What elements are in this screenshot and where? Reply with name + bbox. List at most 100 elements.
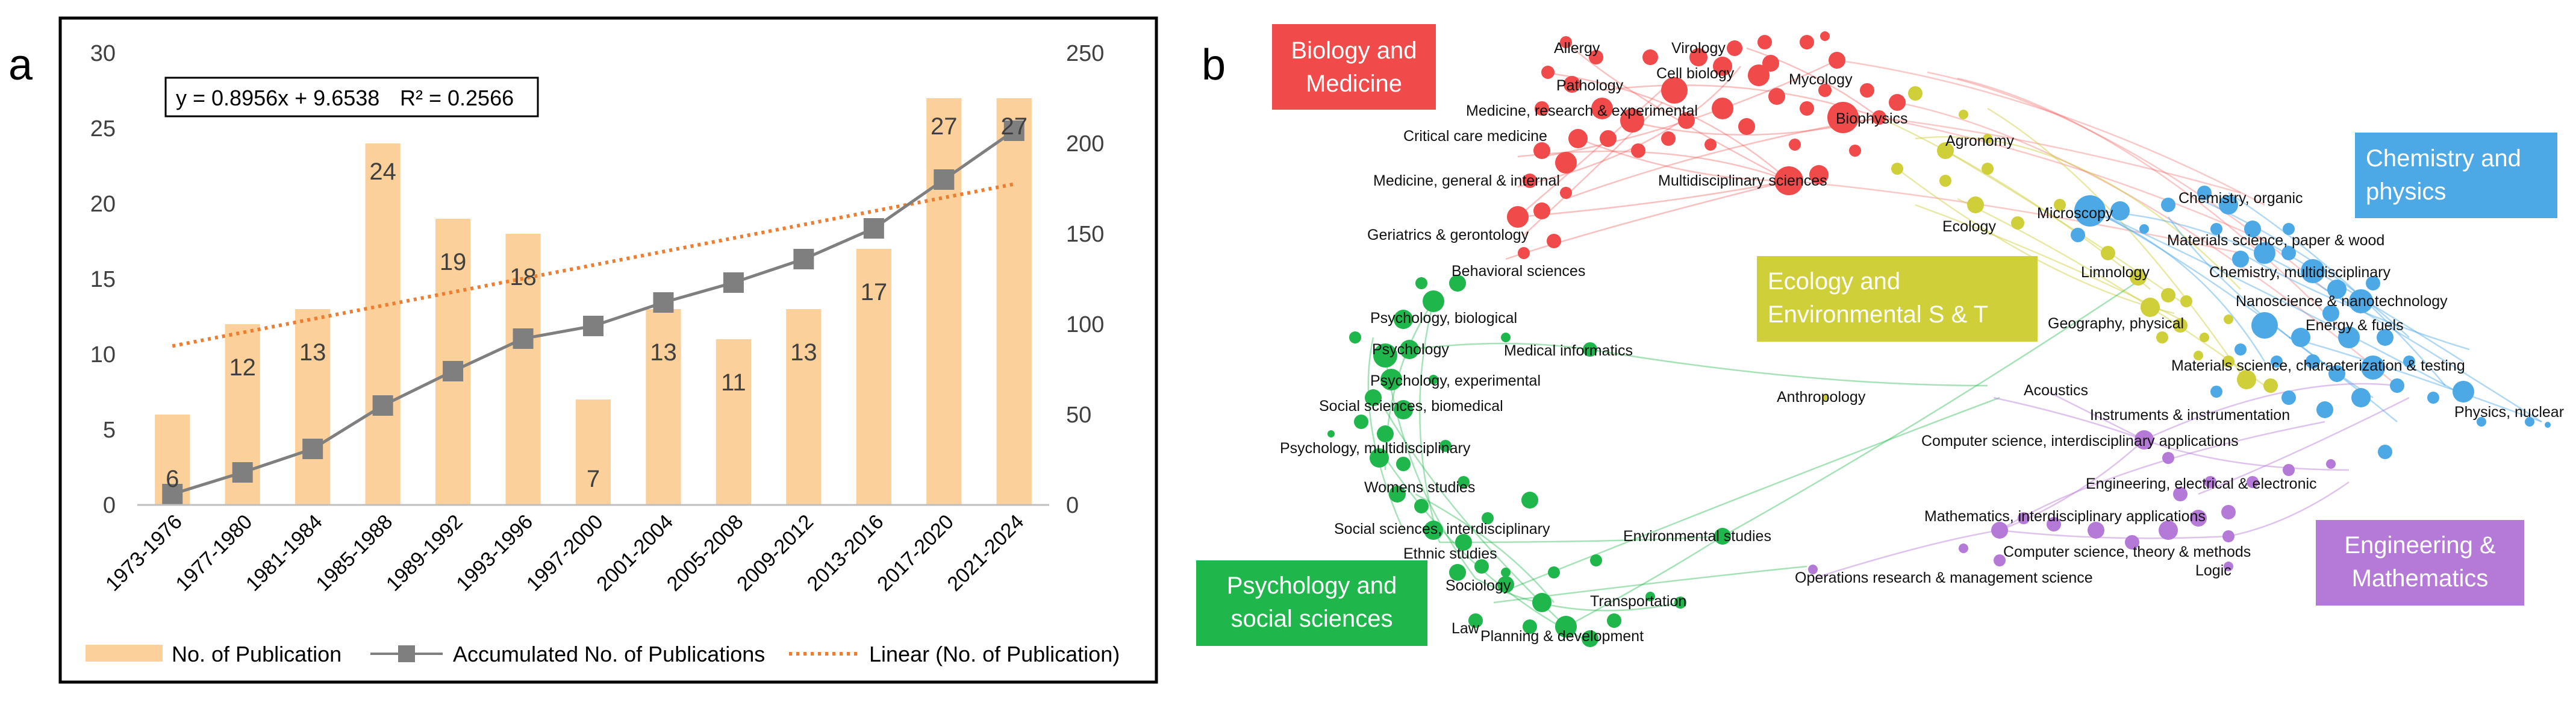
legend-line-label: Accumulated No. of Publications (453, 642, 765, 666)
term-womens-studies: Womens studies (1364, 479, 1475, 496)
term-multidisciplinary-sciences: Multidisciplinary sciences (1658, 172, 1827, 189)
y-right-tick-200: 200 (1066, 131, 1104, 157)
cluster-box-biology (1272, 24, 1436, 110)
term-critical-care: Critical care medicine (1403, 128, 1547, 145)
bar-label: 24 (369, 158, 396, 185)
cluster-engineering-line1: Engineering & (2344, 532, 2496, 559)
accumulated-marker-1993-1996 (513, 328, 534, 349)
bar-2005-2008 (716, 339, 752, 505)
bar-2013-2016 (856, 249, 891, 505)
bar-label: 11 (721, 369, 746, 396)
cluster-chemistry-line1: Chemistry and (2366, 145, 2521, 172)
term-nanoscience: Nanoscience & nanotechnology (2236, 293, 2448, 310)
term-physics-nuclear: Physics, nuclear (2454, 404, 2564, 421)
y-right-tick-250: 250 (1066, 41, 1104, 66)
term-instruments: Instruments & instrumentation (2090, 407, 2290, 424)
bar-label: 17 (861, 279, 888, 305)
y-right-tick-50: 50 (1066, 403, 1091, 428)
legend-bar-label: No. of Publication (172, 642, 341, 666)
term-behavioral-sciences: Behavioral sciences (1452, 263, 1585, 280)
legend-trend-label: Linear (No. of Publication) (869, 642, 1120, 666)
term-chemistry-organic: Chemistry, organic (2178, 190, 2303, 207)
bar-label: 13 (650, 339, 677, 366)
bar-2001-2004 (646, 309, 681, 505)
bar-2009-2012 (786, 309, 822, 505)
term-psychology-experimental: Psychology, experimental (1370, 372, 1541, 389)
bar-2021-2024 (996, 98, 1032, 505)
y-left-tick-20: 20 (90, 192, 116, 217)
cluster-psychology-line2: social sciences (1230, 606, 1392, 632)
term-geriatrics: Geriatrics & gerontology (1367, 227, 1529, 243)
term-pathology: Pathology (1556, 77, 1624, 94)
y-left-tick-0: 0 (103, 493, 116, 518)
panel-b-letter: b (1202, 41, 1226, 89)
term-social-sciences-interdisciplinary: Social sciences, interdisciplinary (1334, 521, 1550, 537)
y-left-tick-5: 5 (103, 418, 116, 443)
term-logic: Logic (2195, 562, 2231, 579)
accumulated-marker-1977-1980 (232, 462, 253, 483)
cluster-biology-line2: Medicine (1306, 70, 1402, 97)
accumulated-marker-1985-1988 (372, 395, 393, 416)
term-medicine-research: Medicine, research & experimental (1466, 102, 1698, 119)
y-axis-left: 0 5 10 15 20 25 30 (90, 41, 116, 518)
term-engineering-electrical: Engineering, electrical & electronic (2086, 475, 2317, 492)
accumulated-marker-1973-1976 (162, 484, 183, 504)
accumulated-marker-1989-1992 (443, 361, 464, 381)
term-psychology-multidisciplinary: Psychology, multidisciplinary (1280, 440, 1471, 457)
term-cell-biology: Cell biology (1656, 65, 1735, 82)
trendline-group (172, 182, 1015, 348)
bar-label: 12 (229, 354, 256, 381)
trendline (172, 182, 1015, 348)
y-axis-right: 0 50 100 150 200 250 (1066, 41, 1104, 518)
bar-labels-group: 6 12 13 24 19 18 7 13 11 13 17 27 27 (166, 113, 1028, 492)
term-ecology: Ecology (1942, 218, 1996, 235)
equation-box (164, 77, 539, 117)
accumulated-marker-1997-2000 (583, 316, 603, 336)
term-operations-research: Operations research & management science (1795, 569, 2093, 586)
network-term-labels: Allergy Virology Pathology Cell biology … (1280, 40, 2564, 645)
cluster-ecology-line1: Ecology and (1768, 268, 1900, 295)
y-left-tick-15: 15 (90, 267, 116, 292)
y-left-tick-30: 30 (90, 41, 116, 66)
term-geography-physical: Geography, physical (2048, 315, 2184, 332)
trend-equation: y = 0.8956x + 9.6538 (176, 86, 379, 110)
term-psychology-biological: Psychology, biological (1370, 310, 1517, 327)
term-mathematics-interdisciplinary: Mathematics, interdisciplinary applicati… (1924, 508, 2206, 525)
bar-label: 13 (299, 339, 326, 366)
accumulated-marker-1981-1984 (302, 439, 323, 459)
bar-label: 19 (440, 249, 467, 275)
bar-label: 27 (931, 113, 958, 140)
term-agronomy: Agronomy (1945, 133, 2014, 149)
y-left-tick-25: 25 (90, 116, 116, 142)
bar-label: 6 (166, 466, 179, 492)
accumulated-marker-2009-2012 (793, 249, 814, 269)
legend-line-marker (398, 645, 415, 662)
cluster-box-engineering (2316, 520, 2524, 606)
cluster-box-ecology (1757, 256, 2038, 342)
cluster-box-chemistry (2355, 133, 2557, 218)
term-transportation: Transportation (1590, 593, 1686, 610)
term-social-sciences-biomedical: Social sciences, biomedical (1319, 398, 1503, 415)
term-law: Law (1452, 620, 1480, 637)
accumulated-marker-2021-2024 (1003, 121, 1024, 141)
term-ethnic-studies: Ethnic studies (1403, 545, 1497, 562)
term-limnology: Limnology (2081, 264, 2150, 281)
cluster-psychology-line1: Psychology and (1227, 572, 1397, 599)
bar-1997-2000 (575, 399, 611, 505)
network-nodes (1327, 31, 2551, 647)
panel-a-letter: a (8, 41, 33, 89)
term-computer-science-theory: Computer science, theory & methods (2003, 544, 2251, 560)
bar-1981-1984 (295, 309, 331, 505)
term-virology: Virology (1671, 40, 1726, 57)
accumulated-marker-2013-2016 (863, 218, 884, 239)
bar-label: 27 (1001, 113, 1028, 140)
term-psychology: Psychology (1372, 341, 1449, 358)
term-acoustics: Acoustics (2024, 382, 2088, 399)
cluster-engineering-line2: Mathematics (2352, 565, 2489, 592)
cluster-chemistry-line2: physics (2366, 178, 2446, 205)
cluster-ecology-line2: Environmental S & T (1768, 301, 1988, 328)
term-medicine-general: Medicine, general & internal (1373, 172, 1560, 189)
bars-group (155, 98, 1032, 505)
term-mycology: Mycology (1789, 71, 1853, 88)
